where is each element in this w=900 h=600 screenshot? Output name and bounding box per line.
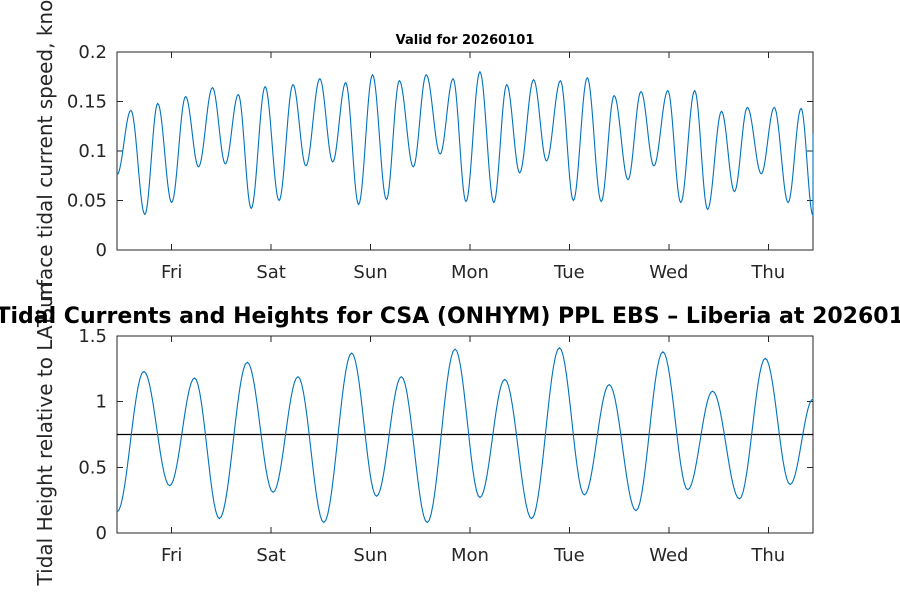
bottom-y-tick-label: 0 — [96, 523, 107, 544]
top-x-tick-label: Sun — [353, 262, 387, 283]
top-x-tick-label: Fri — [161, 262, 182, 283]
chart-bottom: 0 0.5 1 1.5 Fri Sat Sun Mon Tue Wed Thu Tidal Hei… — [33, 283, 814, 587]
top-y-ticks: 0 0.05 0.1 0.15 0.2 — [67, 42, 813, 261]
bottom-x-tick-label: Fri — [161, 545, 182, 566]
top-x-tick-label: Sat — [256, 262, 286, 283]
bottom-y-tick-label: 1.5 — [78, 326, 107, 347]
top-y-tick-label: 0 — [96, 240, 107, 261]
chart-top: Valid for 20260101 0 0.05 0.1 0.15 0.2 Fri Sa… — [33, 0, 814, 321]
top-x-tick-label: Wed — [649, 262, 688, 283]
main-chart-title: Tidal Currents and Heights for CSA (ONHY… — [0, 304, 900, 329]
top-x-ticks: Fri Sat Sun Mon Tue Wed Thu — [161, 52, 785, 283]
top-series-line — [116, 70, 814, 218]
bottom-x-tick-label: Mon — [451, 545, 489, 566]
top-y-axis-label: Surface tidal current speed, knots — [33, 0, 57, 321]
bottom-y-axis-label: Tidal Height relative to LAT, m — [33, 283, 57, 587]
top-y-tick-label: 0.2 — [78, 42, 107, 63]
top-y-tick-label: 0.1 — [78, 141, 107, 162]
bottom-y-tick-label: 1 — [96, 392, 107, 413]
bottom-x-tick-label: Thu — [750, 545, 785, 566]
top-x-tick-label: Tue — [553, 262, 585, 283]
bottom-y-ticks: 0 0.5 1 1.5 — [78, 326, 813, 544]
top-x-tick-label: Mon — [451, 262, 489, 283]
bottom-y-tick-label: 0.5 — [78, 457, 107, 478]
bottom-x-tick-label: Sat — [256, 545, 286, 566]
top-y-tick-label: 0.05 — [67, 191, 107, 212]
bottom-x-ticks: Fri Sat Sun Mon Tue Wed Thu — [161, 336, 785, 566]
bottom-x-tick-label: Wed — [649, 545, 688, 566]
bottom-series-line — [116, 347, 814, 524]
top-chart-title: Valid for 20260101 — [396, 33, 535, 48]
bottom-x-tick-label: Tue — [553, 545, 585, 566]
top-x-tick-label: Thu — [750, 262, 785, 283]
bottom-x-tick-label: Sun — [353, 545, 387, 566]
top-y-tick-label: 0.15 — [67, 92, 107, 113]
